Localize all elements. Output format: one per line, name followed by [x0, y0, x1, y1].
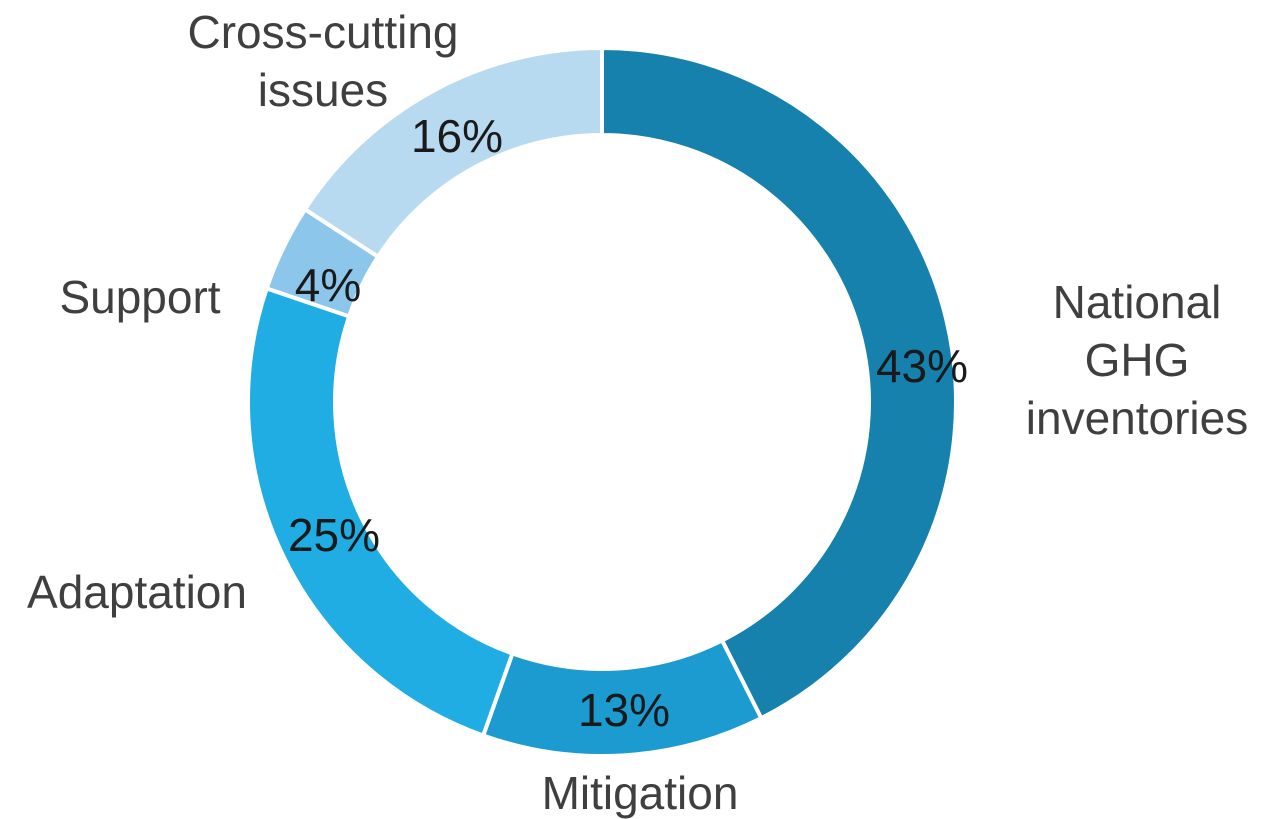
slice-adaptation — [246, 285, 515, 739]
slice-national-ghg-inventories — [600, 45, 958, 721]
value-label-adaptation: 25% — [288, 509, 380, 561]
category-label-adaptation: Adaptation — [27, 566, 247, 618]
category-label-line: Mitigation — [542, 767, 739, 819]
category-label-line: National — [1053, 276, 1222, 328]
category-label-line: Support — [59, 271, 220, 323]
value-label-mitigation: 13% — [578, 684, 670, 736]
category-label-line: Cross-cutting — [188, 6, 459, 58]
percent-labels: 43% 13% 25% 4% 16% — [288, 110, 968, 736]
value-label-national-ghg-inventories: 43% — [876, 340, 968, 392]
category-label-line: GHG — [1085, 334, 1190, 386]
value-label-support: 4% — [295, 259, 361, 311]
value-label-cross-cutting-issues: 16% — [411, 110, 503, 162]
category-label-line: Adaptation — [27, 566, 247, 618]
slice-cross-cutting-issues — [302, 45, 604, 260]
category-label-support: Support — [59, 271, 220, 323]
category-labels: National GHG inventories Mitigation Adaptati… — [27, 6, 1248, 819]
category-label-mitigation: Mitigation — [542, 767, 739, 819]
category-label-line: issues — [258, 64, 388, 116]
category-label-national-ghg-inventories: National GHG inventories — [1026, 276, 1248, 444]
slices — [246, 45, 958, 758]
category-label-line: inventories — [1026, 392, 1248, 444]
category-label-cross-cutting-issues: Cross-cutting issues — [188, 6, 459, 116]
